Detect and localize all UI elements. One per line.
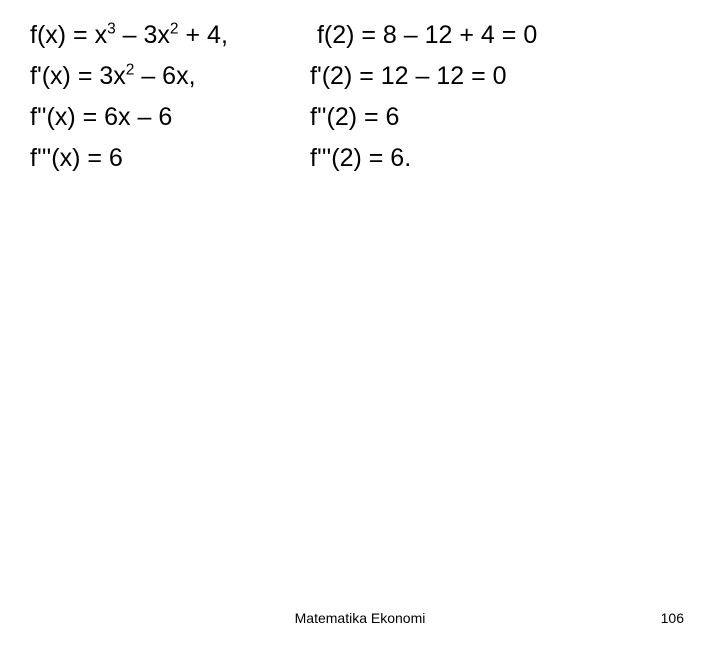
page-number: 106	[661, 610, 684, 626]
equation-right: f''(2) = 6	[310, 100, 399, 135]
equation-right: f(2) = 8 – 12 + 4 = 0	[310, 18, 537, 53]
footer-title: Matematika Ekonomi	[0, 610, 720, 626]
equation-right: f'(2) = 12 – 12 = 0	[310, 59, 507, 94]
equation-left: f''(x) = 6x – 6	[30, 100, 310, 135]
equation-row: f'(x) = 3x2 – 6x, f'(2) = 12 – 12 = 0	[30, 59, 690, 94]
equation-right: f'''(2) = 6.	[310, 141, 411, 176]
equation-left: f(x) = x3 – 3x2 + 4,	[30, 18, 310, 53]
equation-left: f'(x) = 3x2 – 6x,	[30, 59, 310, 94]
equations-block: f(x) = x3 – 3x2 + 4, f(2) = 8 – 12 + 4 =…	[30, 18, 690, 182]
equation-left: f'''(x) = 6	[30, 141, 310, 176]
equation-row: f(x) = x3 – 3x2 + 4, f(2) = 8 – 12 + 4 =…	[30, 18, 690, 53]
equation-row: f'''(x) = 6 f'''(2) = 6.	[30, 141, 690, 176]
equation-row: f''(x) = 6x – 6 f''(2) = 6	[30, 100, 690, 135]
